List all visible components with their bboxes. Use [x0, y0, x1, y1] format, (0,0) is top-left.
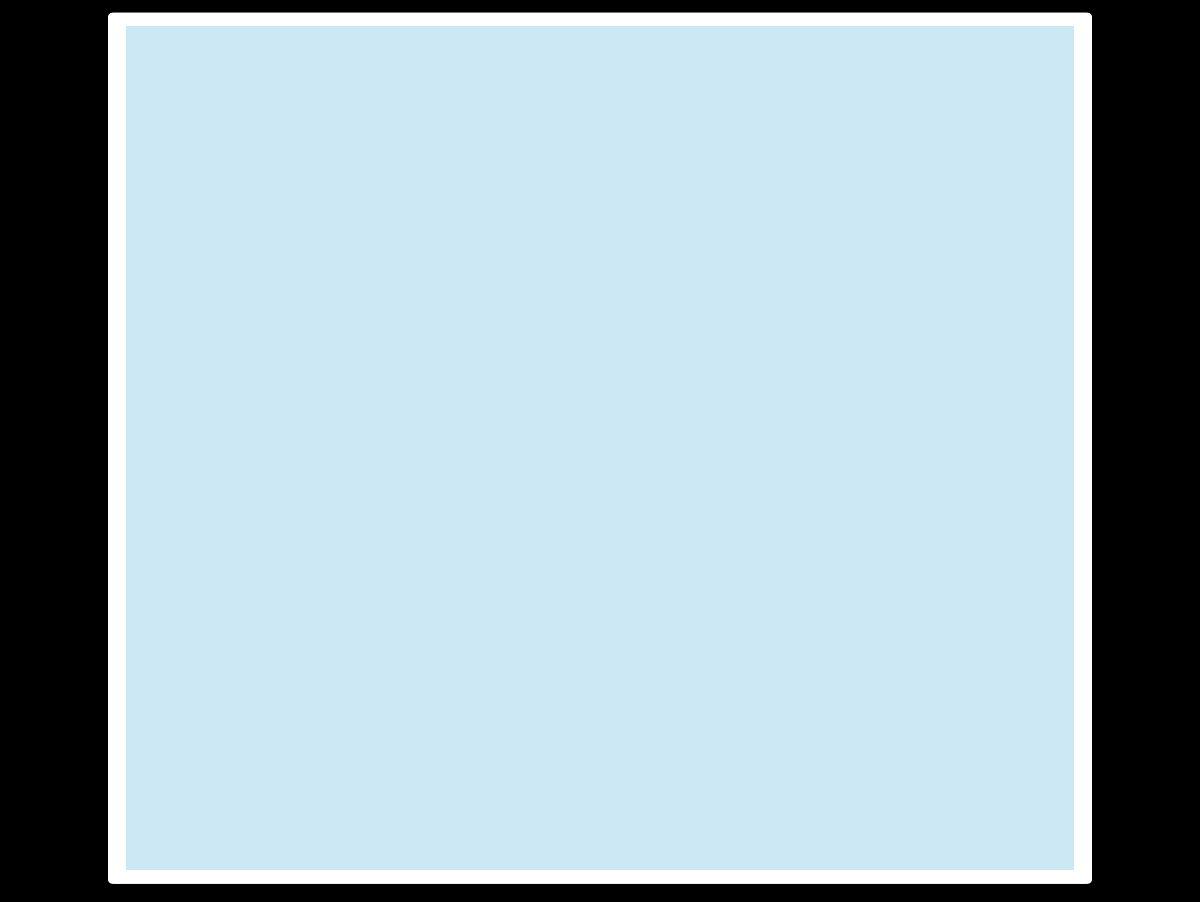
- Text: c. I$_\mathrm{p}$ = 0.320<90° A: c. I$_\mathrm{p}$ = 0.320<90° A: [215, 690, 505, 724]
- Text: b. I$_\mathrm{p}$ =320<-90° mA: b. I$_\mathrm{p}$ =320<-90° mA: [215, 605, 510, 640]
- Text: Select one:: Select one:: [175, 434, 338, 462]
- Text: $I_p$: $I_p$: [350, 120, 370, 151]
- FancyBboxPatch shape: [166, 128, 1034, 382]
- Text: flowing in the primary winding I$_\mathrm{p}$ is:: flowing in the primary winding I$_\mathr…: [329, 77, 871, 113]
- Text: $V_p$: $V_p$: [216, 249, 244, 280]
- Text: If the voltage V$_\mathrm{s}$ = 800 mV, then the current: If the voltage V$_\mathrm{s}$ = 800 mV, …: [260, 36, 940, 69]
- Text: 1:8: 1:8: [484, 143, 517, 163]
- Text: d. None of these: d. None of these: [215, 778, 456, 806]
- Text: $V_s$: $V_s$: [607, 252, 634, 278]
- Text: $-j20\Omega$: $-j20\Omega$: [1040, 253, 1111, 277]
- Text: a. I$_\mathrm{p}$ =40<0° mA: a. I$_\mathrm{p}$ =40<0° mA: [215, 516, 462, 549]
